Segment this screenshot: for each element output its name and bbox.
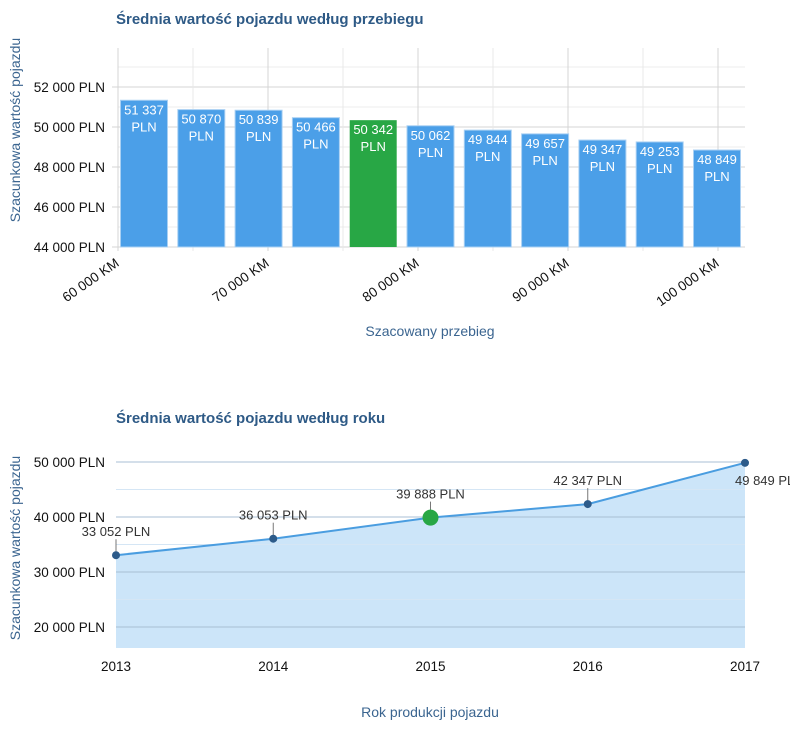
y-tick-label: 50 000 PLN	[34, 120, 105, 135]
y-tick-label: 48 000 PLN	[34, 160, 105, 175]
x-tick-label: 70 000 KM	[210, 255, 272, 305]
bar	[291, 117, 340, 248]
bar	[406, 125, 455, 248]
bar-value-label: 51 337	[124, 102, 164, 117]
x-tick-label: 2015	[415, 659, 445, 674]
mileage-bar-chart: Średnia wartość pojazdu według przebiegu…	[7, 10, 745, 339]
year-area-chart: Średnia wartość pojazdu według roku Rok …	[7, 409, 790, 720]
data-point	[583, 500, 592, 509]
x-tick-label: 90 000 KM	[510, 255, 572, 305]
data-point	[741, 458, 749, 467]
data-point	[112, 551, 120, 560]
bar-unit-label: PLN	[361, 139, 386, 154]
point-value-label: 42 347 PLN	[553, 473, 622, 488]
bar-unit-label: PLN	[647, 161, 672, 176]
bar	[177, 109, 226, 248]
y-tick-label: 52 000 PLN	[34, 80, 105, 95]
bar	[635, 141, 684, 248]
point-value-label: 36 053 PLN	[239, 508, 308, 523]
bar-unit-label: PLN	[475, 149, 500, 164]
bar-unit-label: PLN	[704, 169, 729, 184]
bar-unit-label: PLN	[532, 153, 557, 168]
bar-unit-label: PLN	[246, 129, 271, 144]
point-value-label: 33 052 PLN	[82, 524, 151, 539]
bar	[463, 129, 512, 248]
y-tick-label: 40 000 PLN	[34, 510, 105, 525]
chart1-title: Średnia wartość pojazdu według przebiegu	[116, 10, 424, 28]
bar-value-label: 50 466	[296, 120, 336, 135]
chart2-x-axis-label: Rok produkcji pojazdu	[361, 704, 499, 720]
y-tick-label: 44 000 PLN	[34, 240, 105, 255]
bar-value-label: 49 844	[468, 132, 508, 147]
y-tick-label: 50 000 PLN	[34, 455, 105, 470]
bar-value-label: 50 342	[353, 122, 393, 137]
bar-value-label: 50 839	[239, 112, 279, 127]
chart1-y-axis-label: Szacunkowa wartość pojazdu	[7, 38, 23, 222]
bar	[693, 149, 741, 248]
bar	[521, 133, 570, 248]
x-tick-label: 2013	[101, 659, 131, 674]
point-value-label: 49 849 PLN	[735, 473, 790, 488]
y-tick-label: 46 000 PLN	[34, 200, 105, 215]
chart1-x-axis-label: Szacowany przebieg	[365, 323, 494, 339]
bar-value-label: 49 657	[525, 136, 565, 151]
bar-unit-label: PLN	[418, 145, 443, 160]
bar-unit-label: PLN	[303, 137, 328, 152]
area-fill	[116, 462, 745, 648]
bar-value-label: 49 253	[640, 144, 680, 159]
data-point	[269, 534, 278, 543]
y-tick-label: 20 000 PLN	[34, 620, 105, 635]
bar	[120, 99, 168, 248]
bar	[578, 139, 627, 248]
bar-unit-label: PLN	[131, 119, 156, 134]
bar-value-label: 49 347	[583, 142, 623, 157]
x-tick-label: 2016	[573, 659, 603, 674]
bar-value-label: 50 062	[411, 128, 451, 143]
bar-unit-label: PLN	[590, 159, 615, 174]
bar-value-label: 50 870	[181, 112, 221, 127]
bar-value-label: 48 849	[697, 152, 737, 167]
point-value-label: 39 888 PLN	[396, 487, 465, 502]
bar-unit-label: PLN	[189, 129, 214, 144]
x-tick-label: 2017	[730, 659, 760, 674]
y-tick-label: 30 000 PLN	[34, 565, 105, 580]
x-tick-label: 2014	[258, 659, 289, 674]
x-tick-label: 60 000 KM	[60, 255, 122, 305]
chart2-y-axis-label: Szacunkowa wartość pojazdu	[7, 456, 23, 640]
x-tick-label: 80 000 KM	[360, 255, 422, 305]
chart2-title: Średnia wartość pojazdu według roku	[116, 409, 385, 427]
x-tick-label: 100 000 KM	[653, 255, 721, 309]
bar	[349, 120, 397, 247]
data-point	[422, 509, 439, 526]
bar	[234, 109, 283, 248]
